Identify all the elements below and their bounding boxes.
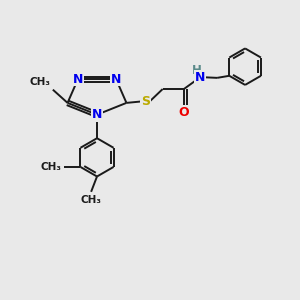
Text: CH₃: CH₃ bbox=[29, 77, 50, 87]
Text: N: N bbox=[73, 73, 83, 86]
Text: S: S bbox=[141, 95, 150, 108]
Text: N: N bbox=[92, 108, 102, 121]
Text: H: H bbox=[192, 64, 202, 77]
Text: N: N bbox=[111, 73, 121, 86]
Text: CH₃: CH₃ bbox=[81, 195, 102, 205]
Text: O: O bbox=[178, 106, 189, 119]
Text: N: N bbox=[195, 71, 205, 84]
Text: CH₃: CH₃ bbox=[41, 162, 62, 172]
